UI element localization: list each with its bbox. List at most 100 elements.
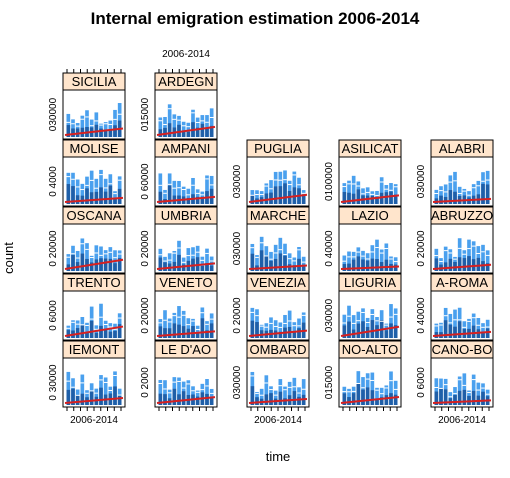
bar (89, 391, 94, 405)
bar (103, 258, 108, 271)
bar (89, 192, 94, 204)
bar (485, 184, 490, 204)
bar (485, 328, 490, 338)
bar (177, 180, 181, 204)
bar (283, 386, 287, 405)
bar (177, 254, 181, 271)
bar (255, 322, 259, 338)
bar (177, 394, 181, 405)
bar (181, 310, 186, 338)
bar (113, 323, 117, 338)
strip-label-trento: TRENTO (67, 275, 120, 290)
bar (389, 191, 393, 204)
bar (481, 244, 485, 271)
bar (443, 389, 448, 405)
bar (370, 195, 375, 204)
bar (205, 330, 209, 338)
bar (158, 117, 163, 137)
bar (278, 322, 283, 338)
strip-label-puglia: PUGLIA (254, 141, 302, 156)
trend-line (156, 125, 216, 136)
panel-ombard: OMBARD 030000 (232, 340, 310, 411)
bar (389, 393, 393, 405)
bar (384, 330, 389, 338)
bar (200, 123, 205, 137)
strip-label-veneto: VENETO (159, 275, 212, 290)
panel-venezia: VENEZIA 0 20000 (232, 273, 310, 341)
bar (85, 322, 89, 338)
bar (278, 253, 283, 271)
bar (108, 331, 113, 338)
bar (393, 194, 398, 204)
bar (365, 387, 370, 405)
bar (94, 112, 99, 137)
strip-label-liguria: LIGURIA (344, 275, 396, 290)
bar (158, 129, 163, 137)
bar (342, 325, 347, 338)
bar (361, 259, 365, 271)
bar (457, 257, 462, 271)
bar (485, 250, 490, 271)
bar (292, 332, 297, 338)
bar (209, 265, 214, 271)
trend-line (248, 193, 308, 203)
bar (66, 184, 71, 204)
bar (94, 245, 99, 271)
bar (379, 192, 384, 204)
trend-line (432, 399, 492, 404)
bar (370, 372, 375, 405)
bar (205, 263, 209, 271)
bar (209, 108, 214, 137)
trend-line (64, 127, 124, 136)
bar (301, 256, 306, 271)
strip-label-asilicat: ASILICAT (342, 141, 399, 156)
bar (89, 262, 94, 271)
bar (297, 258, 301, 271)
bar (200, 196, 205, 204)
strip-label-le-d-ao: LE D'AO (161, 342, 211, 357)
bar (209, 125, 214, 137)
bar (273, 390, 278, 405)
bar (453, 395, 457, 405)
strip-label-molise: MOLISE (69, 141, 118, 156)
bar (356, 189, 361, 204)
bar (108, 323, 113, 338)
strip-label-umbria: UMBRIA (161, 208, 212, 223)
bar (356, 256, 361, 271)
bar (103, 377, 108, 405)
strip-label-sicilia: SICILIA (72, 74, 117, 89)
bar (269, 317, 273, 338)
bar (375, 259, 379, 271)
bar (113, 263, 117, 271)
bar (375, 387, 379, 405)
panel-oscana: OSCANA 0 20000 (48, 206, 126, 274)
bar (163, 116, 167, 137)
trend-line (432, 263, 492, 270)
bar (389, 304, 393, 338)
bar (103, 191, 108, 204)
panel-trento: TRENTO 0 6000 (48, 273, 126, 341)
bar (85, 188, 89, 204)
bar (167, 389, 172, 405)
y-tick-label-veneto: 0 20000 (140, 297, 151, 334)
bar (351, 315, 356, 338)
bar (342, 393, 347, 405)
bar (66, 330, 71, 338)
bar (103, 178, 108, 204)
bar (195, 189, 200, 204)
bar (108, 258, 113, 271)
bar (365, 260, 370, 271)
bar (389, 323, 393, 338)
trend-line (248, 397, 308, 404)
bar (434, 391, 439, 405)
bar (287, 381, 292, 405)
bar (66, 371, 71, 405)
bar (379, 387, 384, 405)
bar (393, 394, 398, 405)
bar (250, 253, 255, 271)
bar (283, 183, 287, 204)
bar (113, 109, 117, 137)
bar (94, 332, 99, 338)
bar (297, 328, 301, 338)
bar (80, 393, 85, 405)
